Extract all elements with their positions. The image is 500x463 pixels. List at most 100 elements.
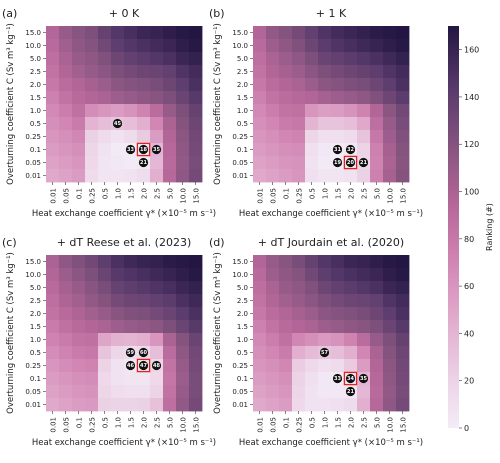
heatmap-cell	[59, 169, 73, 183]
y-tick-label: 10.0	[25, 42, 41, 50]
y-tick-label: 0.5	[237, 349, 248, 357]
heatmap-cell	[176, 39, 190, 53]
heatmap-cell	[46, 156, 60, 170]
heatmap-cell	[318, 359, 332, 373]
heatmap-cell	[266, 26, 280, 40]
heatmap-cell	[331, 307, 345, 321]
heatmap-cell	[98, 156, 112, 170]
y-tick-label: 15.0	[25, 29, 41, 37]
heatmap-cell	[111, 307, 125, 321]
heatmap-cell	[344, 333, 358, 347]
heatmap-cell	[85, 130, 99, 144]
heatmap-cell	[266, 398, 280, 412]
heatmap-cell	[189, 372, 203, 386]
colorbar-tick-label: 80	[464, 235, 474, 244]
heatmap-cell	[383, 39, 397, 53]
x-tick-label: 10.0	[180, 188, 188, 204]
heatmap-cell	[189, 26, 203, 40]
heatmap-cell	[176, 346, 190, 360]
heatmap-cell	[137, 385, 151, 399]
y-tick-label: 0.01	[232, 172, 248, 180]
heatmap-cell	[279, 398, 293, 412]
heatmap-cell	[189, 294, 203, 308]
heatmap-cell	[72, 307, 86, 321]
heatmap-cell	[383, 307, 397, 321]
heatmap-cell	[124, 52, 138, 66]
heatmap-cell	[124, 372, 138, 386]
panel-tag: (c)	[2, 236, 17, 249]
heatmap-cell	[111, 255, 125, 269]
x-tick-label: 1.0	[322, 417, 330, 428]
heatmap-cell	[318, 52, 332, 66]
heatmap-cell	[176, 26, 190, 40]
heatmap-cell	[72, 320, 86, 334]
heatmap-cell	[383, 320, 397, 334]
colorbar-tick-label: 140	[464, 93, 479, 102]
heatmap-cell	[292, 117, 306, 131]
heatmap-cell	[150, 130, 164, 144]
heatmap-cell	[396, 78, 410, 92]
rank-label: 57	[321, 350, 328, 356]
heatmap-cell	[98, 52, 112, 66]
heatmap-cell	[318, 104, 332, 118]
y-tick-label: 0.05	[232, 159, 248, 167]
x-tick-label: 0.5	[309, 417, 317, 428]
y-tick-label: 15.0	[232, 29, 248, 37]
heatmap-cell	[59, 398, 73, 412]
heatmap-cell	[318, 307, 332, 321]
x-tick-label: 15.0	[400, 417, 408, 433]
colorbar-tick-label: 40	[464, 329, 474, 338]
heatmap-cell	[357, 333, 371, 347]
heatmap-cell	[292, 78, 306, 92]
heatmap-cell	[396, 39, 410, 53]
heatmap-cell	[189, 39, 203, 53]
heatmap-cell	[59, 65, 73, 79]
heatmap-cell	[189, 385, 203, 399]
heatmap-cell	[370, 143, 384, 157]
colorbar-tick-label: 160	[464, 46, 479, 55]
x-tick-label: 0.5	[102, 417, 110, 428]
heatmap-cell	[189, 156, 203, 170]
heatmap-cell	[72, 385, 86, 399]
heatmap-cell	[383, 372, 397, 386]
heatmap-cell	[396, 117, 410, 131]
y-tick-label: 0.05	[25, 388, 41, 396]
heatmap-cell	[111, 281, 125, 295]
heatmap-cell	[383, 268, 397, 282]
heatmap-cell	[124, 169, 138, 183]
heatmap-cell	[176, 169, 190, 183]
heatmap-cell	[98, 255, 112, 269]
heatmap-cell	[331, 346, 345, 360]
heatmap-cell	[98, 78, 112, 92]
heatmap-cell	[163, 294, 177, 308]
rank-label: 35	[153, 147, 160, 153]
heatmap-cell	[46, 130, 60, 144]
y-tick-label: 5.0	[30, 284, 41, 292]
heatmap-cell	[111, 130, 125, 144]
heatmap-cell	[383, 117, 397, 131]
heatmap-cell	[189, 169, 203, 183]
x-tick-label: 1.0	[115, 417, 123, 428]
heatmap-cell	[59, 359, 73, 373]
y-tick-label: 1.0	[237, 336, 248, 344]
x-tick-label: 0.5	[102, 188, 110, 199]
heatmap-cell	[370, 117, 384, 131]
heatmap-cell	[111, 294, 125, 308]
heatmap-cell	[253, 255, 267, 269]
heatmap-cell	[59, 346, 73, 360]
heatmap-cell	[163, 130, 177, 144]
rank-label: 21	[360, 160, 367, 166]
heatmap-cell	[396, 91, 410, 105]
heatmap-cell	[370, 52, 384, 66]
heatmap-cell	[344, 346, 358, 360]
x-tick-label: 2.0	[141, 417, 149, 428]
heatmap-cell	[279, 143, 293, 157]
heatmap-cell	[383, 52, 397, 66]
heatmap-cell	[189, 268, 203, 282]
heatmap-cell	[305, 104, 319, 118]
y-tick-label: 5.0	[237, 284, 248, 292]
heatmap-cell	[253, 169, 267, 183]
heatmap-cell	[85, 255, 99, 269]
heatmap-cell	[98, 117, 112, 131]
heatmap-cell	[253, 117, 267, 131]
